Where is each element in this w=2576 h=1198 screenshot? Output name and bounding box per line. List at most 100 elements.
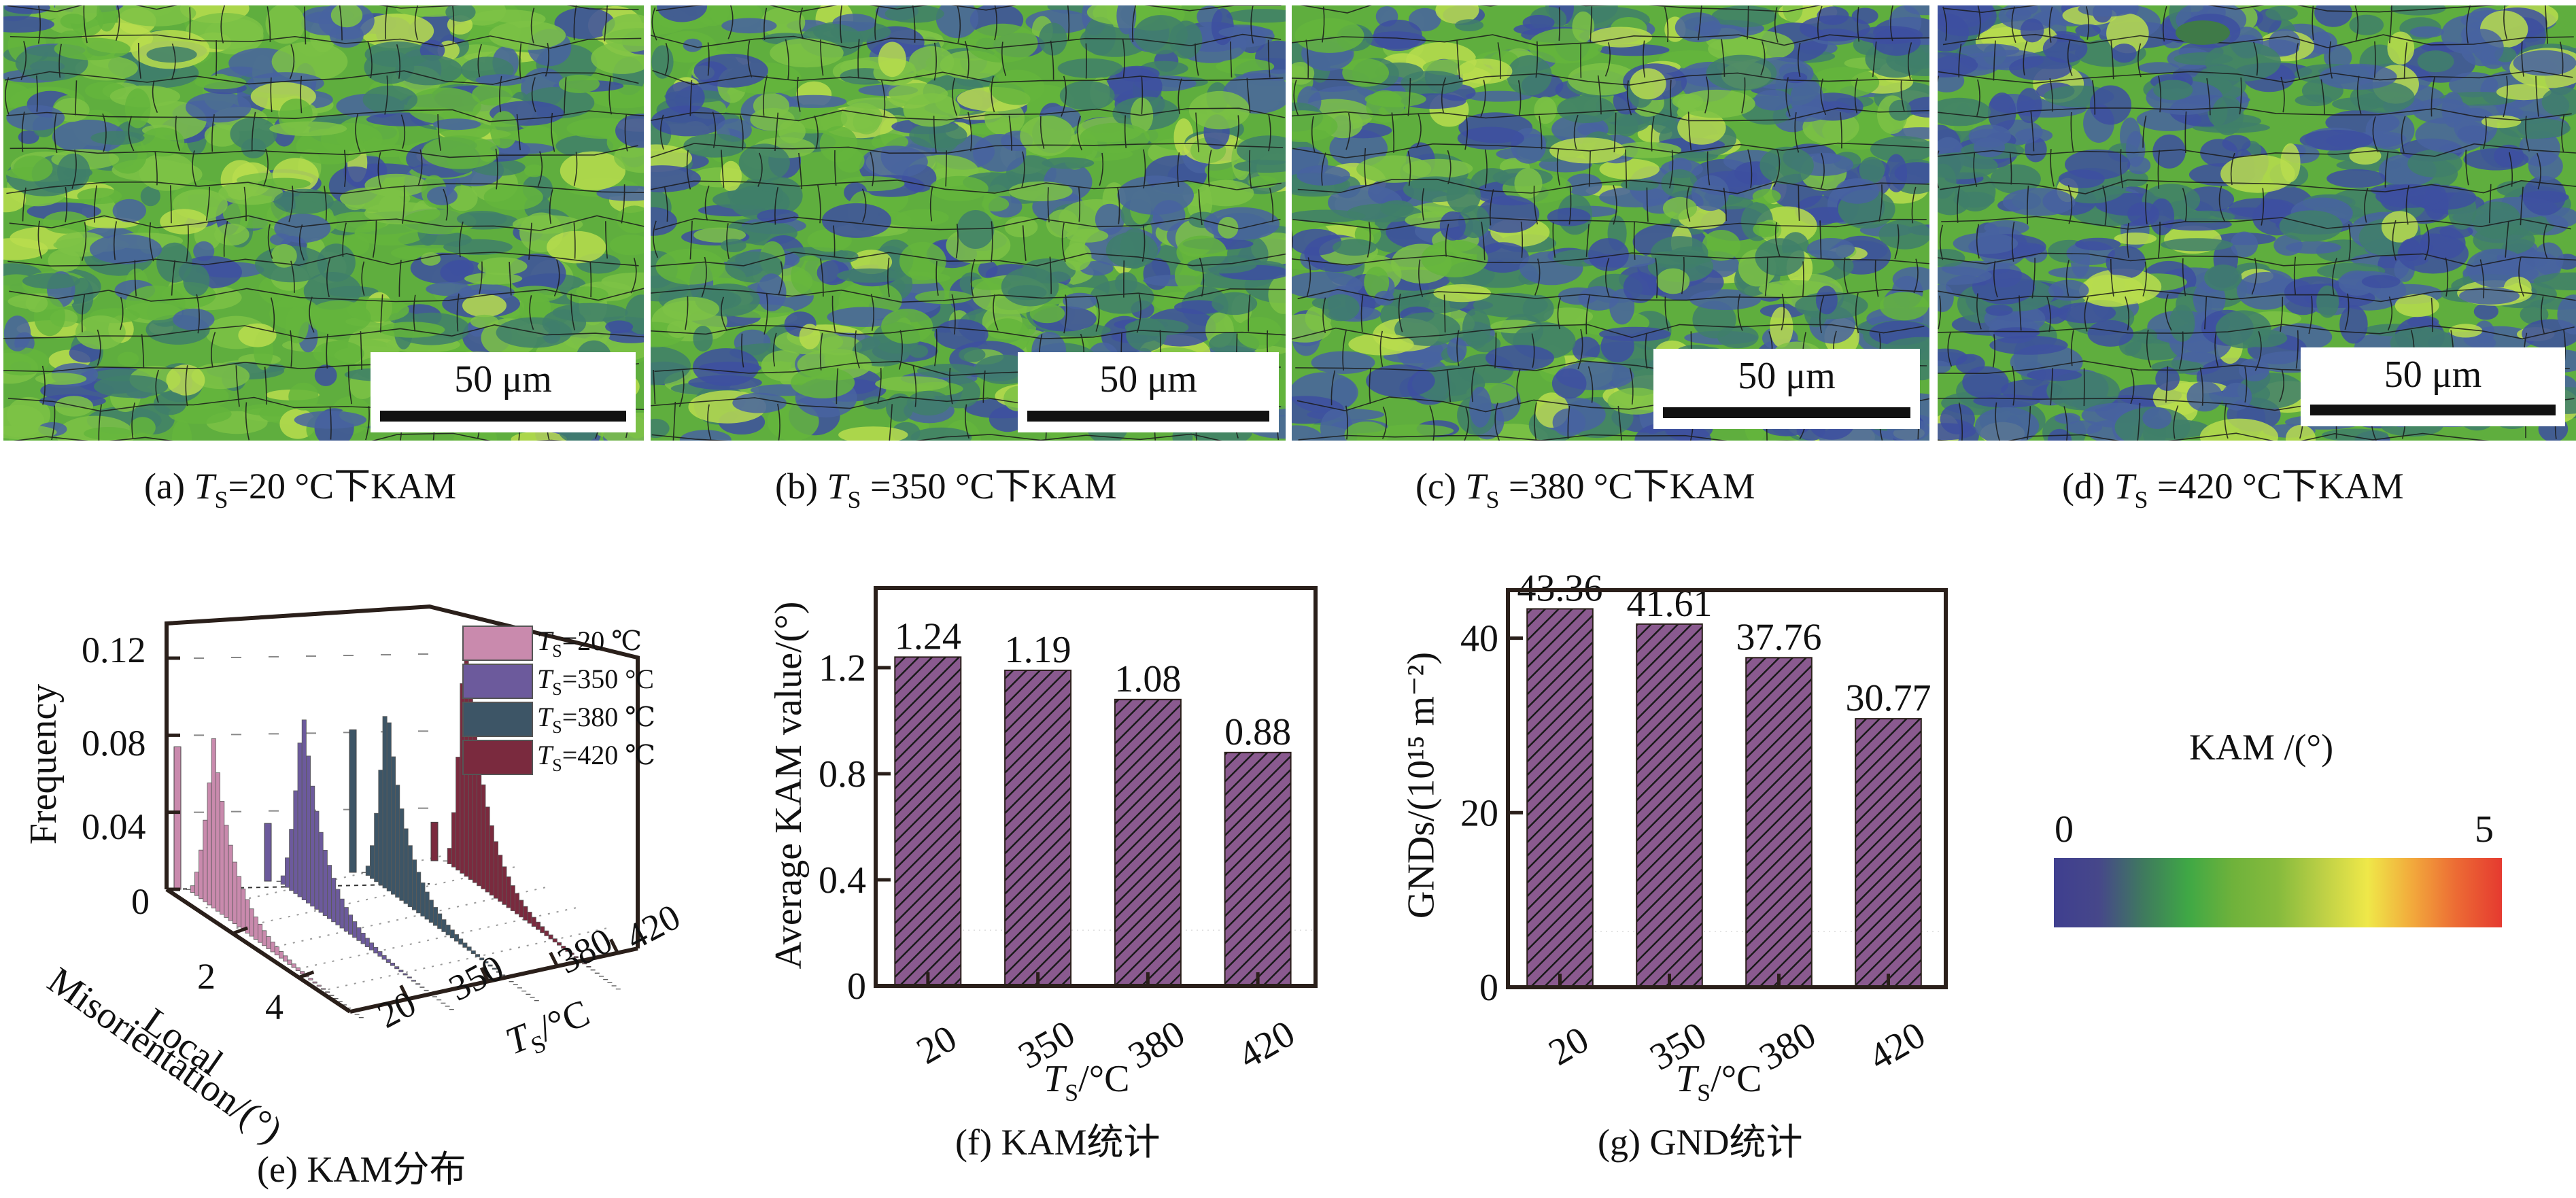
scale-bar-label: 50 μm — [2384, 354, 2482, 396]
chart-e-bar — [369, 942, 375, 951]
chart-bar — [1004, 669, 1072, 987]
chart-e-frame — [165, 604, 640, 948]
chart-e-bar — [437, 913, 443, 929]
legend-label: TS=420 ℃ — [537, 739, 655, 776]
chart-e-bar — [517, 987, 523, 989]
chart-bar — [894, 656, 962, 987]
chart-bar-value-label: 0.88 — [1224, 711, 1291, 753]
chart-e-bar — [424, 989, 429, 991]
chart-e-bar — [483, 961, 489, 963]
chart-e-bar — [326, 865, 332, 919]
caption-text: =350 °C下KAM — [861, 466, 1117, 507]
chart-e-bar — [360, 933, 366, 944]
chart-e-bar — [186, 889, 191, 890]
kam-map-c: 50 μm — [1292, 5, 1929, 441]
chart-bar-value-label: 1.19 — [1005, 629, 1071, 671]
chart-e-bar — [451, 812, 457, 868]
chart-ytick-label: 0 — [847, 965, 866, 1008]
chart-e-bar — [548, 934, 553, 940]
caption-subscript: S — [2134, 486, 2148, 513]
chart-e-bar — [199, 849, 204, 900]
chart-e-bar — [582, 963, 587, 965]
chart-e-bar — [441, 1002, 446, 1004]
chart-e-bar — [436, 999, 442, 1001]
chart-e-bar — [280, 875, 286, 885]
chart-e-bar — [445, 925, 451, 936]
chart-e-bar — [594, 972, 600, 974]
chart-e-bar — [365, 866, 371, 876]
chart-e-bar — [224, 825, 229, 918]
chart-e-bar — [466, 946, 472, 951]
chart-e-bar — [283, 955, 288, 962]
chart-e-bar — [506, 876, 511, 908]
chart-e-bar — [220, 801, 225, 915]
chart-e-bar — [190, 885, 195, 893]
chart-xtick-label: 380 — [1753, 1014, 1823, 1074]
kam-map-d: 50 μm — [1938, 5, 2576, 441]
caption-text: =380 °C下KAM — [1499, 466, 1755, 507]
chart-e-bar — [403, 828, 409, 904]
scale-bar-line — [1663, 407, 1910, 418]
chart-e-bar — [420, 882, 426, 917]
legend-symbol: T — [537, 740, 553, 770]
chart-e-ytick-0: 0 — [131, 881, 150, 922]
caption-symbol: T — [1465, 466, 1486, 507]
chart-e-bar — [253, 917, 258, 940]
chart-e-bar — [449, 1009, 454, 1010]
chart-e-bar — [603, 979, 608, 980]
chart-e-bar — [489, 825, 494, 895]
chart-e-bar — [416, 872, 422, 914]
caption-symbol: T — [194, 466, 215, 507]
caption-symbol: T — [827, 466, 848, 507]
chart-e-bar — [470, 950, 476, 954]
chart-e-bar — [458, 938, 464, 945]
chart-e-bar — [395, 785, 400, 898]
chart-e-bar — [398, 970, 404, 972]
chart-bar-value-label: 37.76 — [1736, 616, 1822, 658]
chart-frame — [874, 586, 1318, 988]
legend-item: TS=420 ℃ — [462, 738, 655, 776]
kam-map-b: 50 μm — [651, 5, 1286, 441]
chart-bar-value-label: 1.24 — [895, 615, 961, 657]
chart-e-bar — [407, 976, 412, 979]
chart-e-bar — [331, 878, 337, 923]
legend-symbol: T — [537, 702, 553, 732]
chart-e-bar — [391, 756, 396, 895]
grain-boundaries — [3, 5, 644, 441]
chart-e-bar — [419, 987, 425, 988]
chart-e-bar — [370, 845, 375, 879]
caption-e: (e) KAM分布 — [257, 1149, 466, 1190]
legend-subscript: S — [552, 641, 562, 661]
chart-e-ztick-mark — [609, 938, 619, 954]
legend-swatch — [462, 702, 533, 737]
xlabel-symbol: T — [1044, 1058, 1065, 1100]
caption-label: (c) — [1415, 466, 1466, 507]
chart-e-kam-distribution — [165, 604, 640, 1019]
scale-bar-label: 50 μm — [1099, 358, 1197, 400]
chart-e-bar — [385, 959, 391, 963]
chart-e-ztick-mark — [479, 967, 490, 982]
chart-e-bar — [428, 900, 434, 923]
chart-ytick-label: 40 — [1460, 618, 1498, 660]
caption-label: (d) — [2062, 466, 2114, 507]
chart-e-bar — [295, 967, 300, 971]
chart-bar-value-label: 1.08 — [1114, 658, 1181, 700]
scale-bar-label: 50 μm — [454, 358, 552, 400]
chart-e-bar — [536, 921, 541, 930]
chart-e-bar — [573, 956, 579, 958]
caption-f: (f) KAM统计 — [955, 1122, 1161, 1163]
chart-e-bar — [412, 859, 417, 910]
chart-e-bar — [510, 885, 515, 911]
legend-swatch — [462, 664, 533, 699]
chart-e-bar — [329, 995, 334, 996]
chart-e-series-1 — [264, 719, 454, 1010]
chart-e-bar — [356, 927, 362, 941]
caption-subscript: S — [1486, 486, 1500, 513]
caption-b: (b) TS =350 °C下KAM — [775, 466, 1117, 512]
legend-subscript: S — [552, 755, 562, 775]
legend-item: TS=380 ℃ — [462, 700, 655, 738]
chart-e-bar — [481, 784, 486, 889]
chart-e-bar — [565, 949, 570, 952]
chart-e-bar — [289, 829, 294, 891]
chart-e-bar — [382, 716, 388, 889]
